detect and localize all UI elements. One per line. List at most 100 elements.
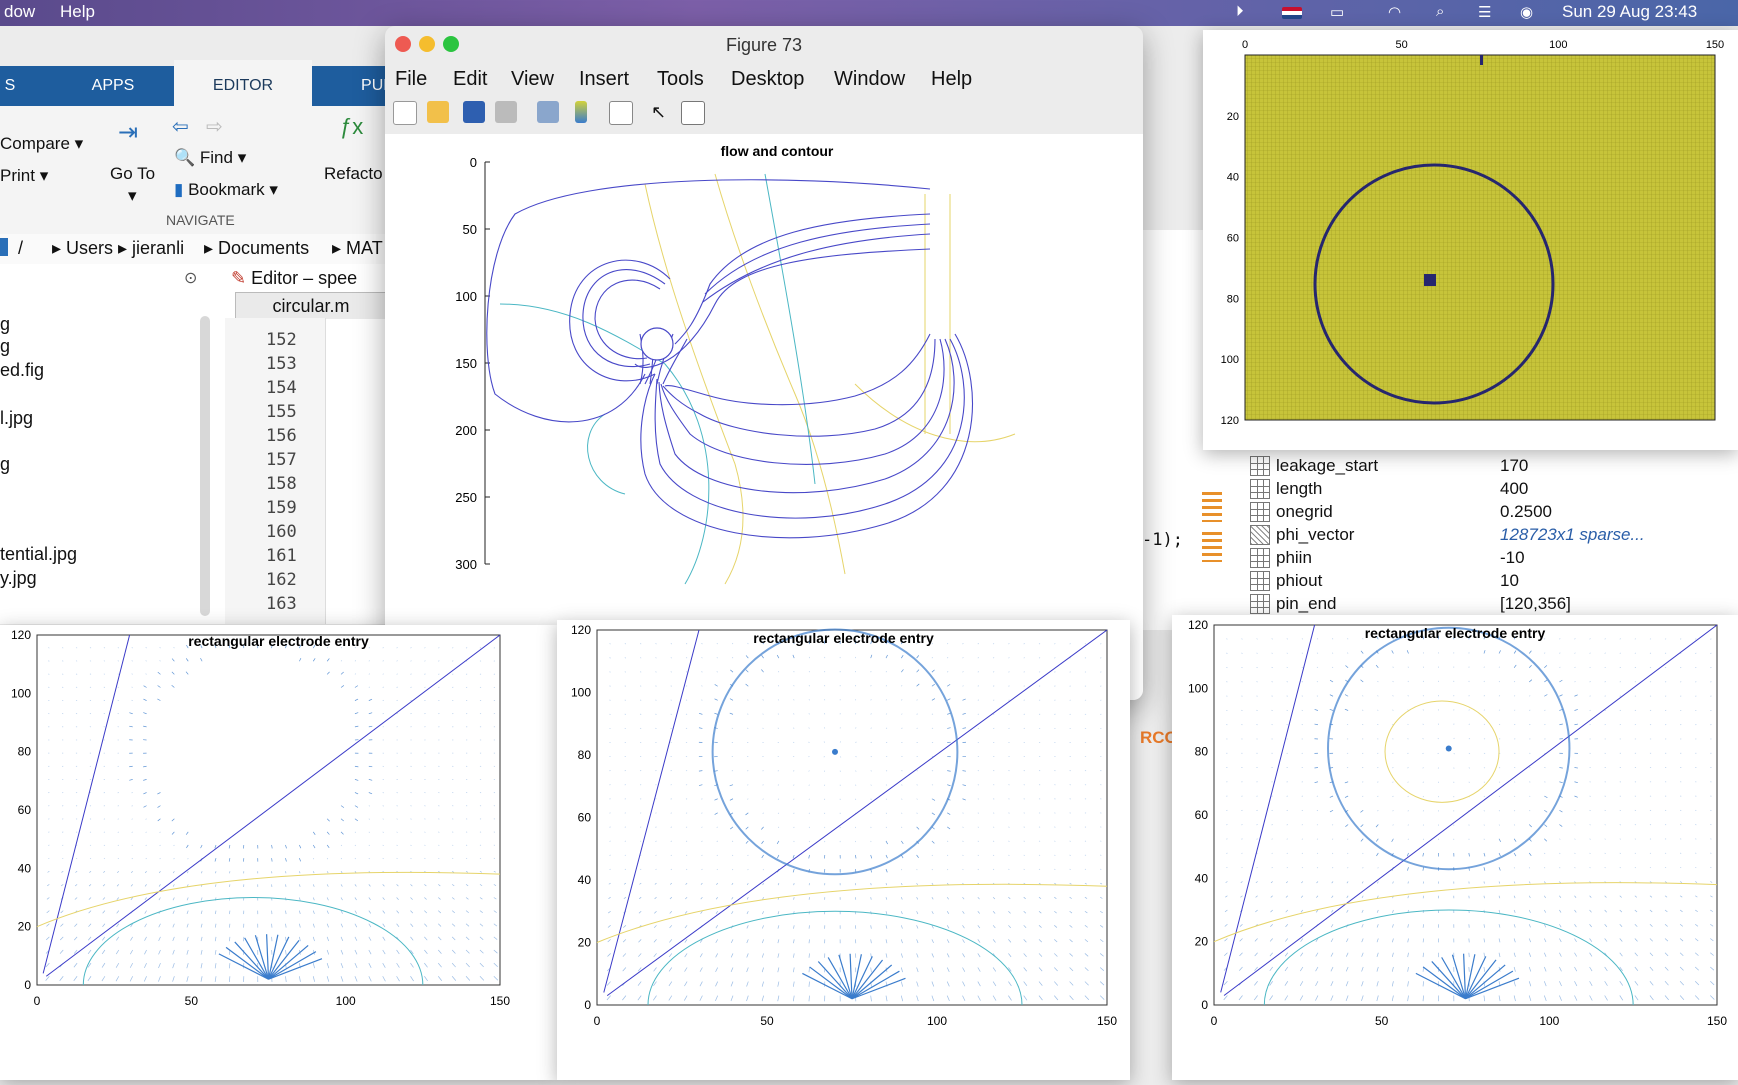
menu-help[interactable]: Help (931, 68, 972, 91)
quiver-arrow (809, 785, 810, 786)
quiver-arrow (1514, 896, 1515, 898)
clock[interactable]: Sun 29 Aug 23:43 (1562, 2, 1697, 22)
quiver-arrow (410, 845, 411, 846)
menu-file[interactable]: File (395, 68, 427, 91)
list-item[interactable]: l.jpg (0, 408, 33, 429)
forward-arrow-icon[interactable]: ⇨ (206, 114, 223, 139)
ws-name[interactable]: phi_vector (1276, 525, 1354, 545)
menu-window[interactable]: Window (834, 68, 905, 91)
quiver-arrow (886, 728, 887, 729)
ws-name[interactable]: phiout (1276, 571, 1322, 591)
quiver-arrow (1514, 796, 1515, 797)
ws-name[interactable]: pin_end (1276, 594, 1337, 614)
save-icon[interactable] (463, 101, 485, 123)
list-item[interactable]: g (0, 454, 10, 475)
search-icon[interactable]: ⌕ (1436, 3, 1444, 20)
y-tick-label: 40 (578, 873, 592, 887)
list-item[interactable]: ed.fig (0, 360, 44, 381)
reference-line (43, 635, 129, 973)
tab-apps[interactable]: APPS (78, 66, 148, 106)
quiver-arrow (1270, 996, 1273, 1001)
control-center-icon[interactable]: ☰ (1478, 3, 1491, 21)
quiver-arrow (480, 976, 484, 980)
back-arrow-icon[interactable]: ⇦ (172, 114, 189, 139)
chevron-down-icon[interactable]: ⊙ (184, 268, 197, 288)
quiver-arrow (494, 884, 496, 885)
menu-help[interactable]: Help (60, 2, 95, 22)
list-item[interactable]: tential.jpg (0, 544, 77, 565)
quiver-arrow (173, 937, 175, 941)
refactor-button[interactable]: Refacto (324, 164, 383, 184)
list-item[interactable]: y.jpg (0, 568, 37, 589)
quiver-arrow (145, 871, 146, 873)
breadcrumb-matlab[interactable]: ▸ MAT (332, 238, 383, 259)
quiver-arrow (313, 884, 314, 886)
warning-marker-icon[interactable] (1202, 492, 1222, 522)
pointer-icon[interactable]: ↖ (651, 101, 673, 123)
link-plot-icon[interactable] (537, 101, 559, 123)
print-button[interactable]: Print ▾ (0, 166, 48, 186)
menu-view[interactable]: View (511, 68, 554, 91)
quiver-arrow (855, 728, 856, 729)
file-tab[interactable]: circular.m (235, 292, 387, 319)
quiver-arrow (229, 845, 230, 848)
ws-value[interactable]: 400 (1500, 479, 1528, 499)
quiver-arrow (777, 655, 779, 658)
legend-icon[interactable] (609, 101, 633, 125)
ws-value[interactable]: -10 (1500, 548, 1525, 568)
menu-window[interactable]: dow (4, 2, 35, 22)
tab-editor[interactable]: EDITOR (174, 60, 312, 106)
quiver-arrow (157, 793, 160, 795)
new-figure-icon[interactable] (393, 101, 417, 125)
colorbar-icon[interactable] (575, 101, 587, 123)
find-button[interactable]: 🔍 Find ▾ (174, 148, 246, 168)
ws-name[interactable]: leakage_start (1276, 456, 1378, 476)
ws-value[interactable]: [120,356] (1500, 594, 1571, 614)
print-icon[interactable] (495, 101, 517, 123)
menu-edit[interactable]: Edit (453, 68, 487, 91)
battery-icon[interactable]: ▭ (1330, 3, 1344, 21)
breadcrumb-user[interactable]: ▸ jieranli (118, 238, 184, 259)
goto-button[interactable]: Go To (110, 164, 155, 184)
ws-value[interactable]: 10 (1500, 571, 1519, 591)
quiver-arrow (1070, 911, 1072, 913)
scrollbar[interactable] (200, 316, 210, 616)
breadcrumb-root[interactable]: / (18, 238, 23, 259)
play-icon[interactable]: ⏵ (1236, 3, 1244, 20)
ws-value[interactable]: 0.2500 (1500, 502, 1552, 522)
flag-icon[interactable] (1282, 7, 1302, 19)
wifi-icon[interactable]: ◠ (1388, 3, 1401, 21)
property-editor-icon[interactable] (681, 101, 705, 125)
warning-marker-icon[interactable] (1202, 532, 1222, 562)
chevron-down-icon[interactable]: ▾ (128, 186, 137, 206)
breadcrumb-documents[interactable]: ▸ Documents (204, 238, 309, 259)
quiver-arrow (146, 819, 147, 820)
quiver-arrow (327, 832, 329, 835)
ws-value[interactable]: 128723x1 sparse... (1500, 525, 1645, 545)
ws-value[interactable]: 170 (1500, 456, 1528, 476)
menu-insert[interactable]: Insert (579, 68, 629, 91)
ws-name[interactable]: phiin (1276, 548, 1312, 568)
quiver-arrow (1100, 968, 1104, 971)
list-item[interactable]: g (0, 314, 10, 335)
quiver-arrow (730, 785, 733, 786)
list-item[interactable]: g (0, 336, 10, 357)
quiver-arrow (1085, 925, 1088, 927)
breadcrumb-users[interactable]: ▸ Users (52, 238, 113, 259)
ws-name[interactable]: onegrid (1276, 502, 1333, 522)
bookmark-button[interactable]: ▮ Bookmark ▾ (174, 180, 278, 200)
compare-button[interactable]: Compare ▾ (0, 134, 83, 154)
tab-plots[interactable]: S (0, 66, 20, 106)
ws-name[interactable]: length (1276, 479, 1322, 499)
quiver-arrow (272, 845, 273, 848)
open-icon[interactable] (427, 101, 449, 123)
quiver-arrow (700, 996, 703, 1001)
menu-tools[interactable]: Tools (657, 68, 704, 91)
siri-icon[interactable]: ◉ (1520, 3, 1533, 21)
menu-desktop[interactable]: Desktop (731, 68, 804, 91)
